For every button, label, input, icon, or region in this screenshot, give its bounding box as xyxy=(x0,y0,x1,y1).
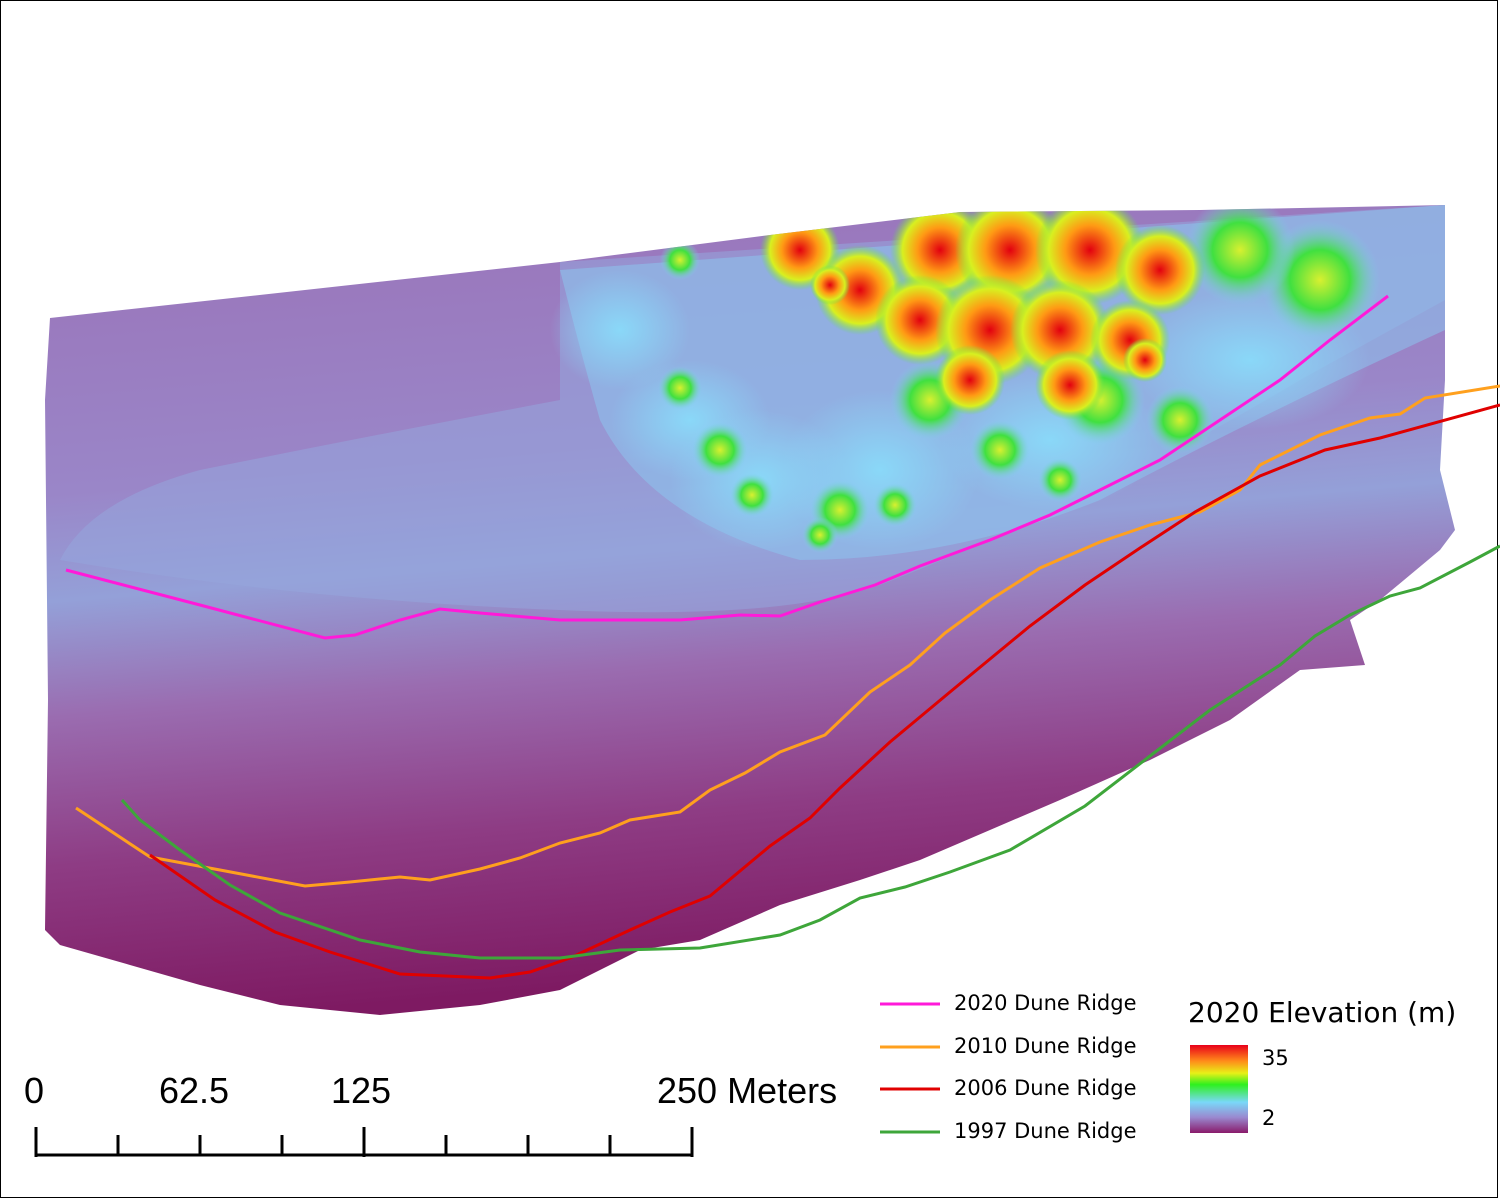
scale-bar xyxy=(34,1127,694,1157)
scale-label-125: 125 xyxy=(331,1070,392,1111)
dune-ridge-2006-line xyxy=(149,403,1500,980)
elevation-color-ramp xyxy=(1190,1045,1248,1133)
scale-label-0: 0 xyxy=(24,1070,45,1111)
elevation-legend-title: 2020 Elevation (m) xyxy=(1188,996,1457,1029)
dune-ridge-2020-line xyxy=(65,294,1389,640)
scale-label-62-5: 62.5 xyxy=(159,1070,230,1111)
dune-ridge-2010-line xyxy=(75,384,1500,888)
scale-label-250-meters: 250 Meters xyxy=(657,1070,838,1111)
legend-label-2010: 2010 Dune Ridge xyxy=(954,1034,1137,1058)
elevation-max-label: 35 xyxy=(1262,1046,1289,1070)
elevation-highs xyxy=(60,205,1445,613)
legend-label-1997: 1997 Dune Ridge xyxy=(954,1119,1137,1143)
dune-ridge-1997-line xyxy=(120,544,1500,960)
legend-label-2006: 2006 Dune Ridge xyxy=(954,1076,1137,1100)
elevation-min-label: 2 xyxy=(1262,1106,1276,1130)
legend-label-2020: 2020 Dune Ridge xyxy=(954,991,1137,1015)
